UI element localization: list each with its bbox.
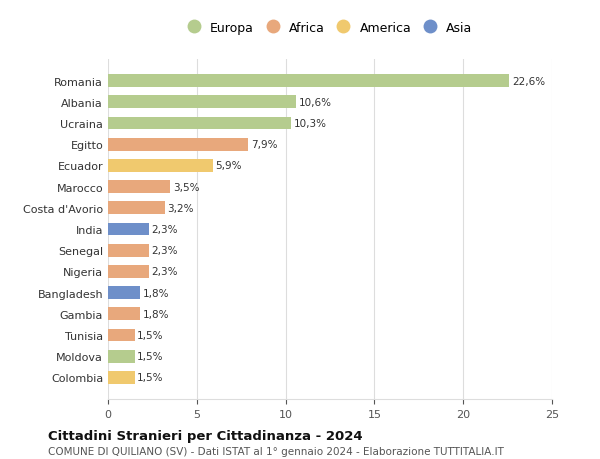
Text: 7,9%: 7,9% xyxy=(251,140,277,150)
Text: 1,5%: 1,5% xyxy=(137,330,164,340)
Text: 10,6%: 10,6% xyxy=(299,98,332,107)
Text: 22,6%: 22,6% xyxy=(512,77,545,86)
Bar xyxy=(108,308,140,320)
Text: 3,5%: 3,5% xyxy=(173,182,199,192)
Bar xyxy=(108,223,149,236)
Text: 5,9%: 5,9% xyxy=(215,161,242,171)
Text: 3,2%: 3,2% xyxy=(167,203,194,213)
Bar xyxy=(108,350,134,363)
Text: 2,3%: 2,3% xyxy=(152,267,178,277)
Legend: Europa, Africa, America, Asia: Europa, Africa, America, Asia xyxy=(187,22,473,35)
Text: COMUNE DI QUILIANO (SV) - Dati ISTAT al 1° gennaio 2024 - Elaborazione TUTTITALI: COMUNE DI QUILIANO (SV) - Dati ISTAT al … xyxy=(48,446,504,456)
Text: Cittadini Stranieri per Cittadinanza - 2024: Cittadini Stranieri per Cittadinanza - 2… xyxy=(48,429,362,442)
Bar xyxy=(108,96,296,109)
Bar xyxy=(108,265,149,278)
Bar xyxy=(108,244,149,257)
Bar xyxy=(108,202,165,215)
Bar xyxy=(108,371,134,384)
Bar xyxy=(108,75,509,88)
Bar xyxy=(108,181,170,194)
Bar xyxy=(108,286,140,299)
Text: 2,3%: 2,3% xyxy=(152,246,178,256)
Bar xyxy=(108,139,248,151)
Bar xyxy=(108,329,134,341)
Bar xyxy=(108,118,291,130)
Text: 1,5%: 1,5% xyxy=(137,352,164,361)
Bar xyxy=(108,160,213,173)
Text: 1,8%: 1,8% xyxy=(143,309,169,319)
Text: 10,3%: 10,3% xyxy=(293,119,326,129)
Text: 1,5%: 1,5% xyxy=(137,373,164,382)
Text: 2,3%: 2,3% xyxy=(152,224,178,235)
Text: 1,8%: 1,8% xyxy=(143,288,169,298)
